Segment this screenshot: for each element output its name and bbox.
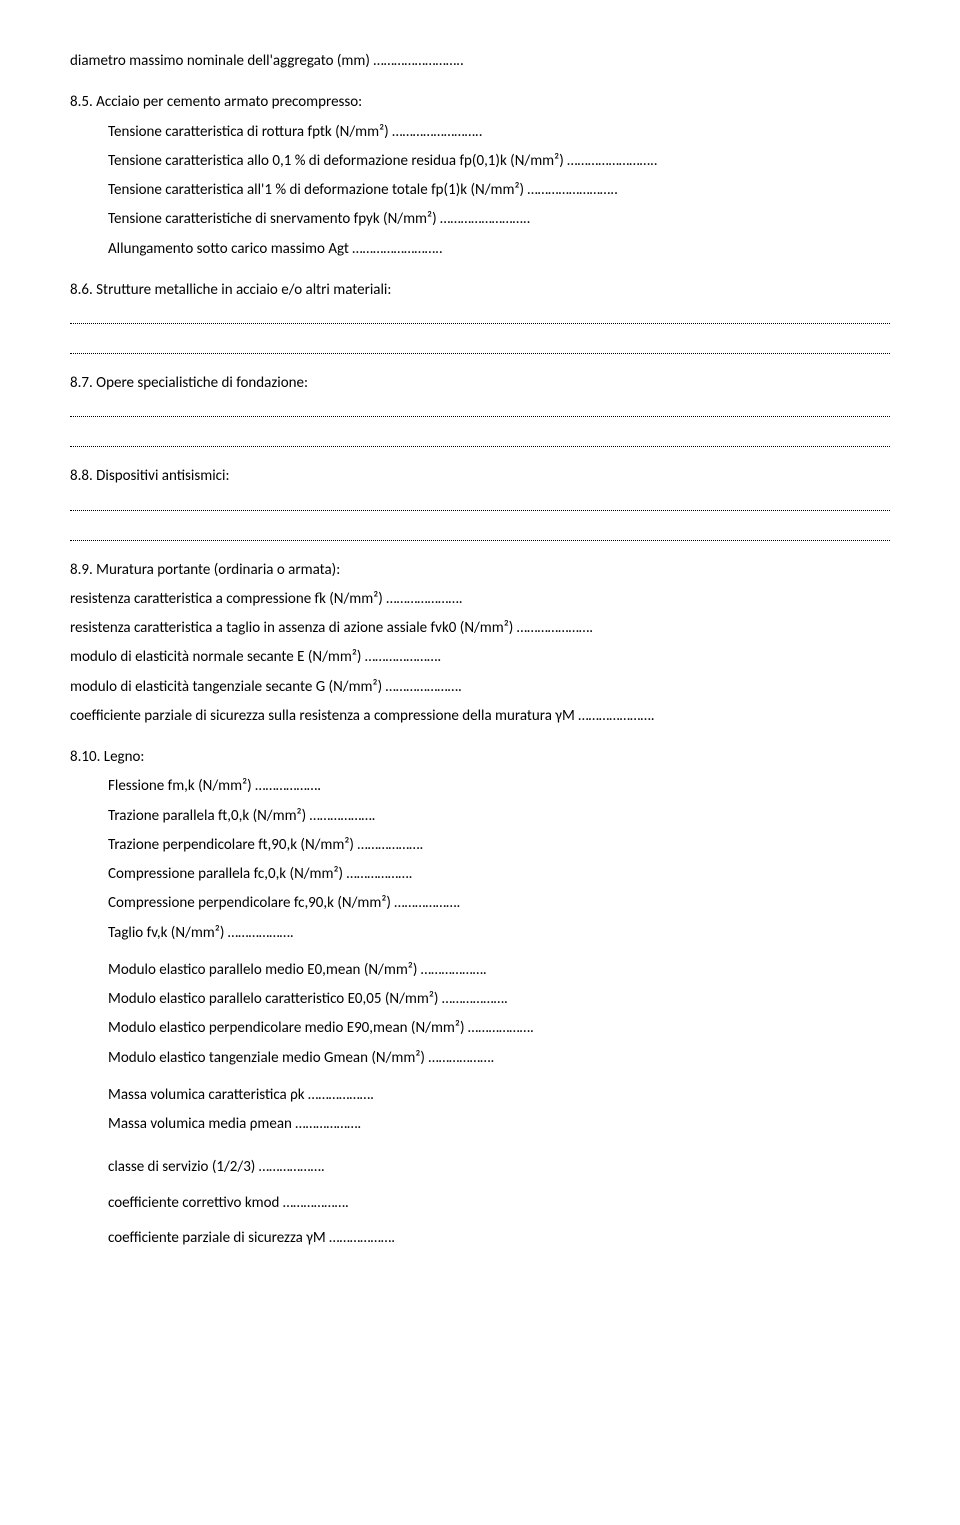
blank-line-2 — [70, 338, 890, 354]
section-8-7-title: 8.7. Opere specialistiche di fondazione: — [70, 372, 890, 395]
s810-kmod: coefficiente correttivo kmod ………………. — [108, 1192, 890, 1215]
s89-fvk0: resistenza caratteristica a taglio in as… — [70, 617, 890, 640]
s810-E0mean: Modulo elastico parallelo medio E0,mean … — [108, 959, 890, 982]
s89-E: modulo di elasticità normale secante E (… — [70, 646, 890, 669]
s89-G: modulo di elasticità tangenziale secante… — [70, 676, 890, 699]
s85-allungamento: Allungamento sotto carico massimo Agt ……… — [108, 238, 890, 261]
s85-rottura: Tensione caratteristica di rottura fptk … — [108, 121, 890, 144]
section-8-5-title: 8.5. Acciaio per cemento armato precompr… — [70, 91, 890, 114]
s810-compressione-perpendicolare: Compressione perpendicolare fc,90,k (N/m… — [108, 892, 890, 915]
s810-E90mean: Modulo elastico perpendicolare medio E90… — [108, 1017, 890, 1040]
s810-E005: Modulo elastico parallelo caratteristico… — [108, 988, 890, 1011]
s810-trazione-parallela: Trazione parallela ft,0,k (N/mm²) ………………… — [108, 805, 890, 828]
s85-def-totale: Tensione caratteristica all'1 % di defor… — [108, 179, 890, 202]
s810-rhok: Massa volumica caratteristica ρk ………………. — [108, 1084, 890, 1107]
s810-flessione: Flessione fm,k (N/mm²) ………………. — [108, 775, 890, 798]
blank-line-3 — [70, 401, 890, 417]
section-8-10-title: 8.10. Legno: — [70, 746, 890, 769]
section-8-6-title: 8.6. Strutture metalliche in acciaio e/o… — [70, 279, 890, 302]
section-8-9-title: 8.9. Muratura portante (ordinaria o arma… — [70, 559, 890, 582]
s810-Gmean: Modulo elastico tangenziale medio Gmean … — [108, 1047, 890, 1070]
aggregate-diameter-line: diametro massimo nominale dell'aggregato… — [70, 50, 890, 73]
s89-fk: resistenza caratteristica a compressione… — [70, 588, 890, 611]
s810-gammaM: coefficiente parziale di sicurezza γM ……… — [108, 1227, 890, 1250]
blank-line-1 — [70, 308, 890, 324]
s85-snervamento: Tensione caratteristiche di snervamento … — [108, 208, 890, 231]
blank-line-4 — [70, 431, 890, 447]
section-8-8-title: 8.8. Dispositivi antisismici: — [70, 465, 890, 488]
s810-classe-servizio: classe di servizio (1/2/3) ………………. — [108, 1156, 890, 1179]
s810-trazione-perpendicolare: Trazione perpendicolare ft,90,k (N/mm²) … — [108, 834, 890, 857]
s810-taglio: Taglio fv,k (N/mm²) ………………. — [108, 922, 890, 945]
s810-rhomean: Massa volumica media ρmean ………………. — [108, 1113, 890, 1136]
blank-line-6 — [70, 525, 890, 541]
s89-gammaM: coefficiente parziale di sicurezza sulla… — [70, 705, 890, 728]
s85-def-residua: Tensione caratteristica allo 0,1 % di de… — [108, 150, 890, 173]
s810-compressione-parallela: Compressione parallela fc,0,k (N/mm²) ……… — [108, 863, 890, 886]
blank-line-5 — [70, 495, 890, 511]
